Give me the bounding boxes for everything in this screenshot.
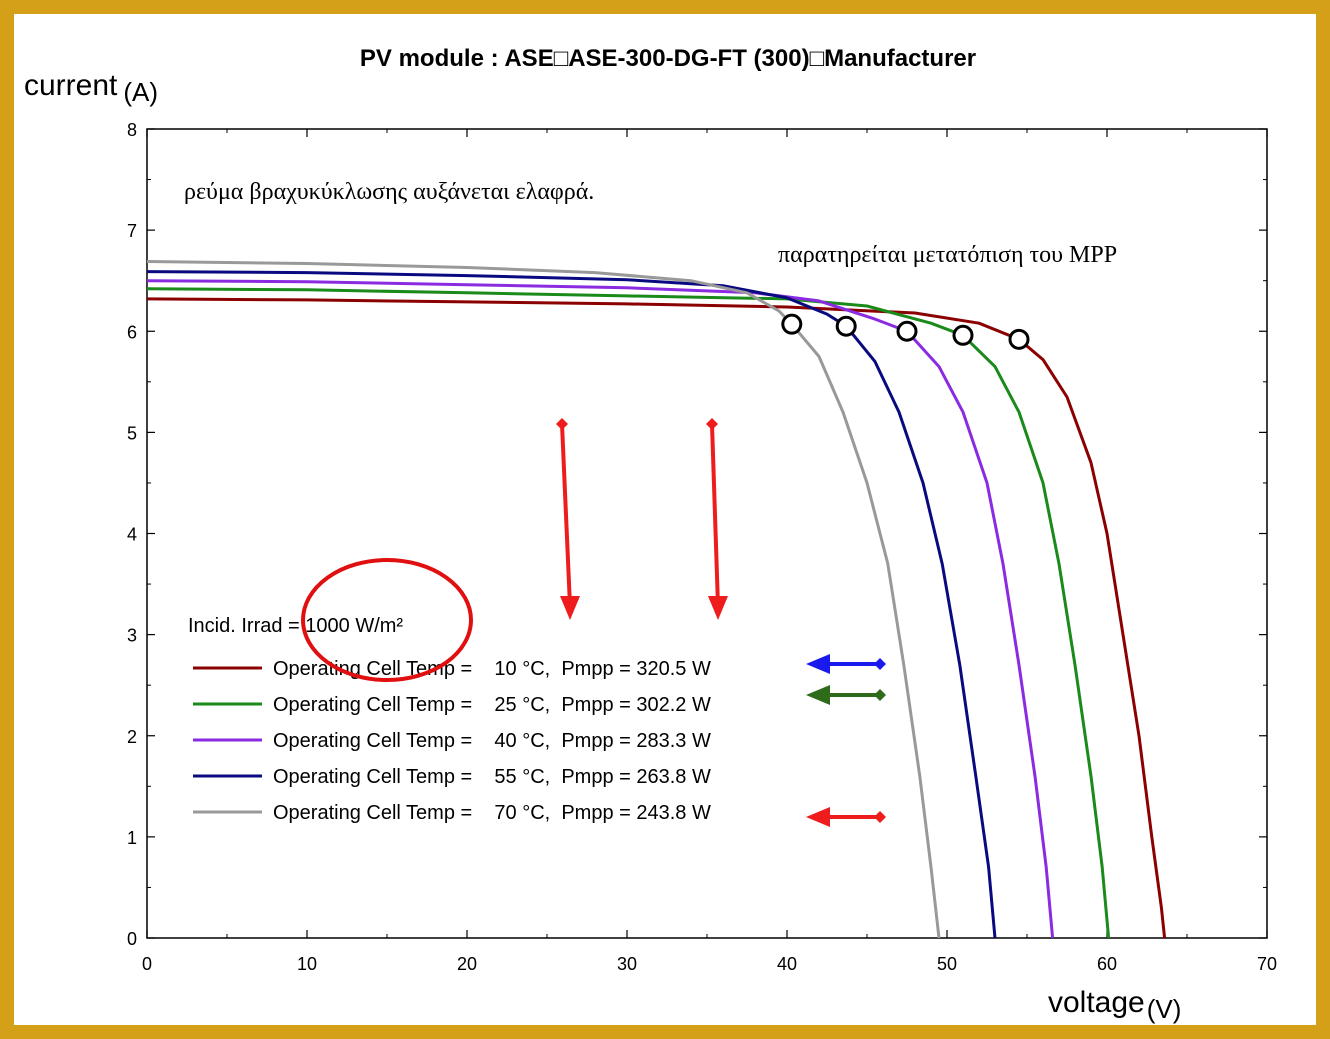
iv-curve-1: [147, 287, 1111, 938]
x-tick-label: 50: [937, 954, 957, 974]
x-tick-label: 30: [617, 954, 637, 974]
x-tick-label: 0: [142, 954, 152, 974]
iv-curve-3: [147, 270, 997, 938]
legend-title: Incid. Irrad = 1000 W/m²: [188, 615, 403, 637]
axis-ticks: 0 10 20 30 40 50 60 70 0 1 2 3 4 5 6 7 8: [127, 120, 1277, 974]
arrow-head: [708, 596, 728, 620]
legend-entry: Operating Cell Temp = 40 °C, Pmpp = 283.…: [273, 730, 711, 752]
mpp-marker: [1008, 328, 1030, 350]
x-tick-label: 40: [777, 954, 797, 974]
iv-curve-2: [147, 279, 1055, 938]
legend-entry: Operating Cell Temp = 70 °C, Pmpp = 243.…: [273, 802, 711, 824]
voltage-drop-arrow: [560, 423, 572, 607]
x-axis-unit: (V): [1147, 994, 1182, 1024]
y-tick-label: 3: [127, 626, 137, 646]
arrow-tail: [874, 658, 886, 670]
mpp-marker: [952, 324, 974, 346]
mpp-annotation-background: [772, 232, 1250, 274]
arrow-tail: [874, 811, 886, 823]
annotation-arrows: [556, 418, 886, 827]
voltage-drop-arrow: [710, 423, 720, 607]
chart-title: PV module : ASE□ASE-300-DG-FT (300)□Manu…: [360, 45, 976, 72]
iv-curve-4: [147, 260, 941, 938]
arrow-tail: [556, 418, 568, 430]
x-tick-label: 60: [1097, 954, 1117, 974]
legend-entry: Operating Cell Temp = 10 °C, Pmpp = 320.…: [273, 658, 711, 680]
mpp-marker: [896, 320, 918, 342]
arrow-tail: [874, 689, 886, 701]
irradiance-highlight-circle: [301, 558, 473, 682]
y-tick-label: 2: [127, 727, 137, 747]
mpp-marker: [835, 315, 857, 337]
y-tick-label: 6: [127, 322, 137, 342]
y-tick-label: 1: [127, 828, 137, 848]
y-tick-label: 5: [127, 423, 137, 443]
iv-curves: [147, 260, 1167, 938]
x-axis-label: voltage: [1048, 986, 1145, 1019]
iv-curve-0: [147, 297, 1167, 938]
legend: Incid. Irrad = 1000 W/m² Operating Cell …: [188, 615, 711, 824]
arrow-head: [806, 685, 830, 705]
mpp-markers: [781, 313, 1030, 350]
x-tick-label: 10: [297, 954, 317, 974]
short-circuit-annotation: ρεύμα βραχυκύκλωσης αυξάνεται ελαφρά.: [184, 179, 594, 205]
y-tick-label: 8: [127, 120, 137, 140]
arrow-head: [806, 807, 830, 827]
x-tick-label: 20: [457, 954, 477, 974]
x-axis-title: voltage(V): [1048, 986, 1181, 1024]
legend-entry: Operating Cell Temp = 25 °C, Pmpp = 302.…: [273, 694, 711, 716]
y-axis-title: current (A): [24, 69, 158, 107]
y-axis-label: current: [24, 69, 118, 102]
x-tick-label: 70: [1257, 954, 1277, 974]
arrow-head: [806, 654, 830, 674]
y-tick-label: 0: [127, 929, 137, 949]
arrow-head: [560, 596, 580, 620]
y-axis-unit: (A): [123, 77, 158, 107]
mpp-shift-annotation: παρατηρείται μετατόπιση του MPP: [778, 242, 1117, 268]
y-tick-label: 7: [127, 221, 137, 241]
arrow-tail: [706, 418, 718, 430]
y-tick-label: 4: [127, 525, 137, 545]
mpp-marker: [781, 313, 803, 335]
legend-entry: Operating Cell Temp = 55 °C, Pmpp = 263.…: [273, 766, 711, 788]
